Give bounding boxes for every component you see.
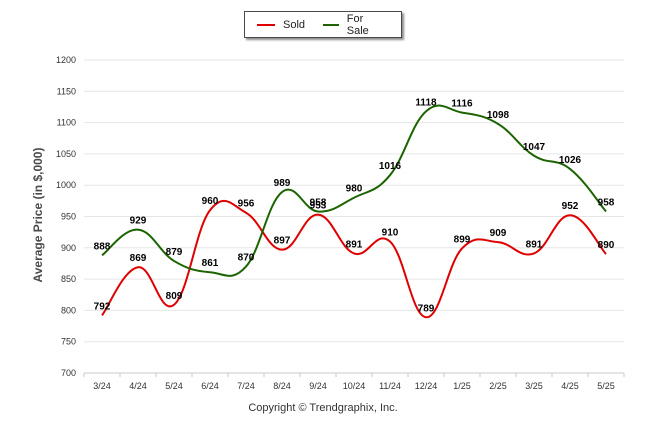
y-tick-label: 750 <box>61 337 76 347</box>
y-tick-label: 1150 <box>57 86 76 96</box>
data-label-sold: 909 <box>490 228 507 239</box>
data-label-sold: 952 <box>562 201 579 212</box>
data-label-for-sale: 1098 <box>487 110 510 121</box>
x-tick-label: 9/24 <box>309 381 327 391</box>
legend-item-for-sale[interactable]: For Sale <box>323 13 383 37</box>
y-tick-label: 1000 <box>56 180 76 190</box>
data-label-for-sale: 879 <box>166 247 183 258</box>
series-line-sold <box>101 199 607 319</box>
legend-label-for-sale: For Sale <box>346 12 369 37</box>
data-label-sold: 789 <box>418 303 435 314</box>
data-label-for-sale: 929 <box>130 216 147 227</box>
data-label-for-sale: 1047 <box>523 142 546 153</box>
y-tick-label: 850 <box>61 274 76 284</box>
data-label-for-sale: 870 <box>238 253 255 264</box>
x-tick-label: 4/24 <box>129 381 147 391</box>
data-label-sold: 869 <box>130 253 147 264</box>
y-tick-label: 950 <box>61 212 76 222</box>
data-label-for-sale: 1016 <box>379 161 402 172</box>
x-tick-label: 3/24 <box>93 381 111 391</box>
data-label-for-sale: 888 <box>94 241 111 252</box>
axes: 700 750 800 850 900 950 1000 1050 1100 1150 1200 3/… <box>56 55 625 391</box>
data-label-for-sale: 989 <box>274 178 291 189</box>
legend-label-sold: Sold <box>283 18 306 31</box>
data-label-for-sale: 980 <box>346 184 363 195</box>
data-label-for-sale: 861 <box>202 258 219 269</box>
data-label-sold: 910 <box>382 228 399 239</box>
data-label-sold: 899 <box>454 234 471 245</box>
series-lines <box>101 104 607 319</box>
x-tick-label: 6/24 <box>201 381 219 391</box>
x-tick-label: 7/24 <box>237 381 255 391</box>
data-label-sold: 891 <box>526 239 543 250</box>
x-tick-label: 12/24 <box>415 381 438 391</box>
y-tick-label: 1200 <box>56 55 76 65</box>
data-label-sold: 897 <box>274 236 291 247</box>
grid-lines <box>84 59 624 374</box>
x-tick-label: 5/25 <box>597 381 615 391</box>
y-tick-label: 1100 <box>57 118 76 128</box>
data-label-for-sale: 1118 <box>415 97 437 108</box>
data-label-for-sale: 958 <box>598 197 615 208</box>
x-tick-label: 4/25 <box>561 381 579 391</box>
data-labels: 792 869 809 960 956 897 953 891 910 789 899 909 891 9… <box>94 97 615 314</box>
y-tick-label: 800 <box>61 305 76 315</box>
y-tick-label: 1050 <box>56 149 76 159</box>
data-label-sold: 953 <box>310 201 327 212</box>
chart-legend: Sold For Sale <box>244 11 402 38</box>
data-label-sold: 792 <box>94 301 111 312</box>
x-tick-label: 2/25 <box>489 381 507 391</box>
x-tick-label: 1/25 <box>453 381 471 391</box>
x-tick-label: 8/24 <box>273 381 291 391</box>
data-label-for-sale: 1116 <box>451 99 473 110</box>
x-tick-label: 11/24 <box>379 381 401 391</box>
data-label-sold: 890 <box>598 240 615 251</box>
data-label-sold: 956 <box>238 199 255 210</box>
x-tick-label: 5/24 <box>165 381 183 391</box>
x-tick-label: 10/24 <box>343 381 366 391</box>
data-label-sold: 960 <box>202 196 219 207</box>
data-label-for-sale: 1026 <box>559 155 582 166</box>
series-line-for-sale <box>101 104 607 277</box>
legend-swatch-sold <box>257 23 275 26</box>
y-tick-label: 900 <box>61 243 76 253</box>
data-label-for-sale: 958 <box>310 197 327 208</box>
data-label-sold: 809 <box>166 291 183 302</box>
y-axis-title: Average Price (in $,000) <box>31 147 45 283</box>
data-label-sold: 891 <box>346 239 363 250</box>
copyright-footer: Copyright © Trendgraphix, Inc. <box>248 402 398 414</box>
legend-swatch-for-sale <box>323 23 339 26</box>
x-tick-label: 3/25 <box>525 381 543 391</box>
legend-item-sold[interactable]: Sold <box>257 19 305 31</box>
y-tick-label: 700 <box>61 368 76 378</box>
